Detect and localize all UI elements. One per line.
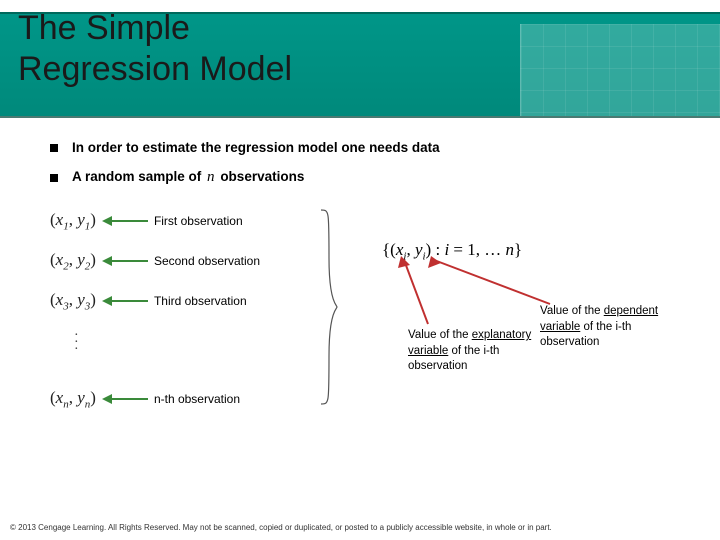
arrow-icon <box>102 215 148 227</box>
obs-2-math: (x2, y2) <box>50 250 96 272</box>
obs-1-math: (x1, y1) <box>50 210 96 232</box>
obs-3-math: (x3, y3) <box>50 290 96 312</box>
arrow-red-icon <box>428 256 558 312</box>
bullet-1: In order to estimate the regression mode… <box>50 140 690 155</box>
arrow-icon <box>102 295 148 307</box>
bullet-2-math: n <box>207 169 215 185</box>
arrow-icon <box>102 393 148 405</box>
obs-n-label: n-th observation <box>154 392 240 406</box>
brace-icon <box>317 208 339 406</box>
copyright-footer: © 2013 Cengage Learning. All Rights Rese… <box>10 523 710 532</box>
bullet-2: A random sample of n observations <box>50 169 690 186</box>
vdots-icon: ··· <box>74 332 79 353</box>
bullet-2-pre: A random sample of <box>72 169 201 184</box>
slide-body: In order to estimate the regression mode… <box>0 118 720 470</box>
bullet-icon <box>50 144 58 152</box>
obs-3-label: Third observation <box>154 294 247 308</box>
title-line1: The Simple Regression Model <box>18 9 292 88</box>
callout-dependent: Value of the dependent variable of the i… <box>540 304 680 351</box>
obs-vdots: ··· <box>74 332 79 353</box>
bullet-icon <box>50 174 58 182</box>
slide-title: The Simple Regression Model <box>18 8 292 90</box>
obs-2-label: Second observation <box>154 254 260 268</box>
obs-1-label: First observation <box>154 214 243 228</box>
obs-n-math: (xn, yn) <box>50 388 96 410</box>
bullet-1-text: In order to estimate the regression mode… <box>72 140 440 155</box>
bullet-2-post: observations <box>220 169 304 184</box>
callout-explanatory: Value of the explanatory variable of the… <box>408 328 538 375</box>
bullet-2-text: A random sample of n observations <box>72 169 304 186</box>
obs-row-1: (x1, y1) First observation <box>50 210 243 232</box>
observations-diagram: (x1, y1) First observation (x2, y2) Seco… <box>50 210 690 470</box>
obs-row-n: (xn, yn) n-th observation <box>50 388 240 410</box>
header-decoration-grid <box>520 24 720 118</box>
arrow-icon <box>102 255 148 267</box>
slide-header: The Simple Regression Model <box>0 0 720 118</box>
obs-row-3: (x3, y3) Third observation <box>50 290 247 312</box>
obs-row-2: (x2, y2) Second observation <box>50 250 260 272</box>
